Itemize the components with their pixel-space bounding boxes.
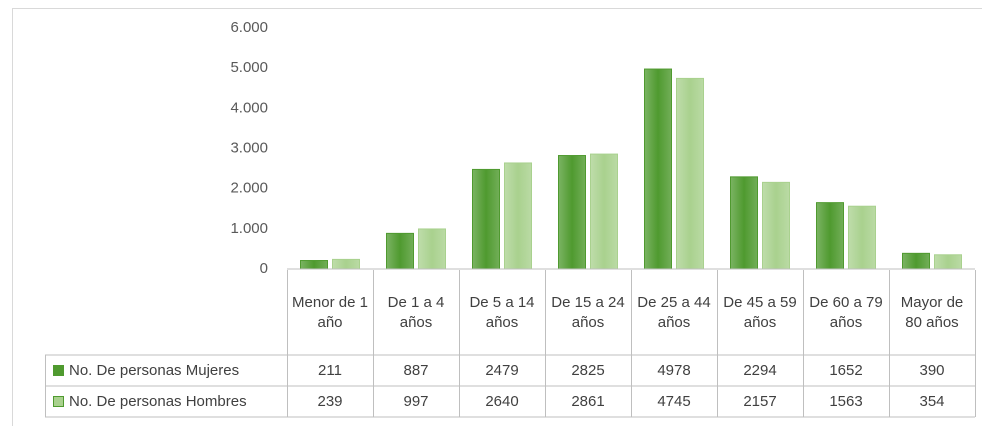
y-tick-label: 4.000 <box>230 99 268 116</box>
legend-entry: No. De personas Mujeres <box>45 355 287 386</box>
table-value: 4978 <box>657 361 691 379</box>
table-value: 887 <box>403 361 429 379</box>
y-tick-label: 3.000 <box>230 139 268 156</box>
bar <box>730 176 758 270</box>
x-tick-label: De 15 a 24 años <box>551 293 625 331</box>
legend-label: No. De personas Hombres <box>69 392 247 410</box>
bar <box>418 228 446 270</box>
table-value: 390 <box>919 361 945 379</box>
legend-key <box>53 396 64 407</box>
table-value: 4745 <box>657 392 691 410</box>
bar <box>644 68 672 270</box>
bar <box>934 254 962 270</box>
table-value: 997 <box>403 392 429 410</box>
table-value: 2294 <box>743 361 777 379</box>
table-value: 354 <box>919 392 945 410</box>
table-value: 2861 <box>571 392 605 410</box>
legend-key <box>53 365 64 376</box>
table-value: 1652 <box>829 361 863 379</box>
y-tick-label: 2.000 <box>230 180 268 197</box>
legend-label: No. De personas Mujeres <box>69 361 240 379</box>
table-value: 2479 <box>485 361 519 379</box>
bar <box>902 252 930 270</box>
bar <box>504 162 532 270</box>
bar <box>590 153 618 270</box>
table-value: 211 <box>318 361 342 379</box>
table-value: 1563 <box>829 392 863 410</box>
y-tick-label: 5.000 <box>230 59 268 76</box>
bar <box>386 232 414 270</box>
table-value: 2157 <box>743 392 777 410</box>
legend-entry: No. De personas Hombres <box>45 386 287 417</box>
bar <box>848 205 876 270</box>
y-tick-label: 1.000 <box>230 220 268 237</box>
x-tick-label: De 25 a 44 años <box>637 293 711 331</box>
chart-border <box>12 8 982 426</box>
bar <box>816 202 844 270</box>
y-tick-label: 6.000 <box>230 19 268 36</box>
x-tick-label: De 5 a 14 años <box>469 293 535 331</box>
bar <box>472 168 500 270</box>
x-tick-label: De 60 a 79 años <box>809 293 883 331</box>
bar <box>332 258 360 270</box>
bar <box>558 155 586 270</box>
bar <box>676 77 704 270</box>
bar <box>762 181 790 270</box>
x-tick-label: Mayor de 80 años <box>900 293 964 331</box>
x-tick-label: De 1 a 4 años <box>387 293 445 331</box>
x-tick-label: De 45 a 59 años <box>723 293 797 331</box>
x-tick-label: Menor de 1 año <box>292 293 368 331</box>
table-value: 2640 <box>485 392 519 410</box>
y-tick-label: 0 <box>260 260 268 277</box>
table-value: 239 <box>317 392 343 410</box>
bar <box>300 260 328 270</box>
table-value: 2825 <box>571 361 605 379</box>
